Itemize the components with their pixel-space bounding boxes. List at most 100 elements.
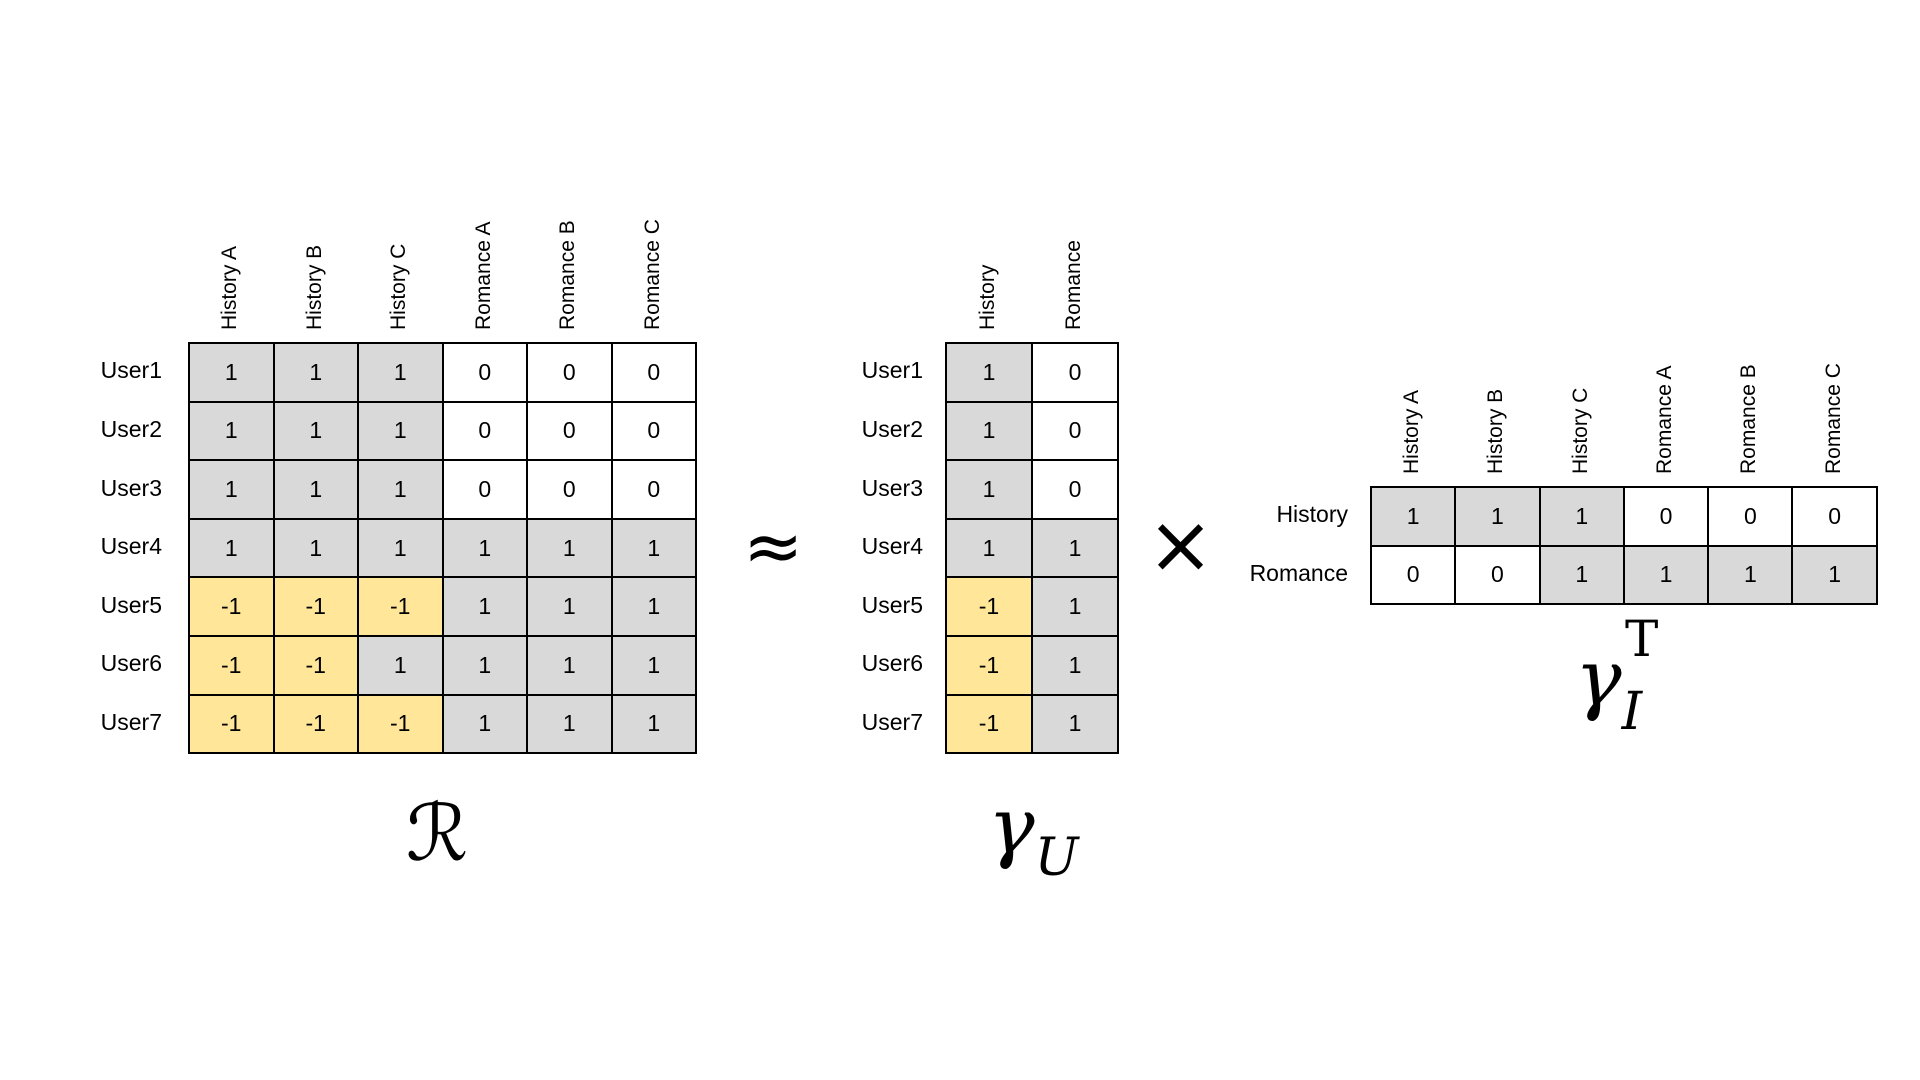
item-factor-cell: 0 <box>1369 544 1457 606</box>
user-factor-row-label: User5 <box>861 591 923 618</box>
item-factor-row-label: History <box>1276 501 1348 528</box>
rating-matrix-row-label: User6 <box>100 650 162 677</box>
item-factor-cell: 0 <box>1454 544 1541 606</box>
user-factor-cell: 1 <box>1031 634 1119 696</box>
times-symbol: × <box>1147 498 1215 591</box>
rating-matrix-cell: 1 <box>441 517 528 579</box>
item-factor-column-label: Romance C <box>1821 363 1845 474</box>
rating-matrix-cell: 1 <box>188 517 275 579</box>
rating-matrix-cell: 0 <box>610 400 697 462</box>
rating-matrix-cell: -1 <box>357 576 444 637</box>
rating-matrix-cell: 1 <box>188 342 275 403</box>
rating-matrix-column-label: History B <box>302 244 326 330</box>
item-factor-row-label: Romance <box>1249 559 1348 586</box>
rating-matrix-cell: 0 <box>441 459 528 520</box>
rating-matrix-table: 1 1 1 0 0 0 1 1 1 0 0 0 1 1 1 0 0 0 1 1 1 1 1 1 -1 -1 -1 1 1 1 -1 -1 1 1 1… <box>188 342 697 755</box>
item-factor-cell: 1 <box>1369 486 1457 547</box>
rating-matrix-column-label: History A <box>218 245 242 330</box>
rating-matrix-symbol: ℛ <box>406 789 469 879</box>
rating-matrix-cell: 1 <box>610 693 697 755</box>
user-factor-cell: 1 <box>1031 517 1119 579</box>
user-factor-cell: 0 <box>1031 459 1119 520</box>
user-factor-row-label: User3 <box>861 474 923 501</box>
rating-matrix-cell: 1 <box>526 634 613 696</box>
user-factor-cell: -1 <box>945 576 1033 637</box>
rating-matrix-cell: 1 <box>357 634 444 696</box>
rating-matrix-column-label: Romance C <box>640 219 664 330</box>
item-factor-column-label: History C <box>1568 387 1592 474</box>
item-factor-column-label: History B <box>1484 388 1508 474</box>
rating-matrix-cell: 0 <box>610 459 697 520</box>
rating-matrix-row: -1 -1 -1 1 1 1 <box>188 576 697 637</box>
item-factor-cell: 1 <box>1454 486 1541 547</box>
user-factor-symbol: γU <box>988 788 1078 884</box>
user-factor-row: -1 1 <box>945 576 1119 637</box>
rating-matrix-cell: -1 <box>188 693 275 755</box>
item-factor-cell: 1 <box>1538 486 1625 547</box>
user-factor-row-label: User6 <box>861 650 923 677</box>
user-factor-cell: 1 <box>1031 576 1119 637</box>
user-factor-cell: -1 <box>945 693 1033 755</box>
rating-matrix-cell: 0 <box>441 342 528 403</box>
item-factor-cell: 0 <box>1707 486 1794 547</box>
user-factor-row-label: User7 <box>861 708 923 735</box>
rating-matrix-cell: -1 <box>272 693 359 755</box>
user-factor-subscript: U <box>1034 828 1079 888</box>
item-factor-cell: 1 <box>1538 544 1625 606</box>
item-factor-subscript: I <box>1621 682 1643 742</box>
rating-matrix-cell: 1 <box>526 576 613 637</box>
rating-matrix-cell: 1 <box>357 400 444 462</box>
rating-matrix-cell: 1 <box>610 517 697 579</box>
item-factor-cell: 1 <box>1707 544 1794 606</box>
rating-matrix-row-label: User4 <box>100 533 162 560</box>
rating-matrix-row-label: User5 <box>100 591 162 618</box>
rating-matrix-cell: 0 <box>526 459 613 520</box>
rating-matrix-column-label: Romance B <box>556 220 580 330</box>
item-factor-superscript: T <box>1625 610 1659 668</box>
user-factor-gamma: γ <box>988 782 1035 872</box>
rating-matrix-cell: 0 <box>526 342 613 403</box>
user-factor-cell: 1 <box>1031 693 1119 755</box>
item-factor-cell: 1 <box>1791 544 1878 606</box>
user-factor-column-label: Romance <box>1062 240 1085 330</box>
user-factor-row-label: User2 <box>861 415 923 442</box>
user-factor-cell: 1 <box>945 459 1033 520</box>
rating-matrix-cell: 1 <box>610 634 697 696</box>
rating-matrix-cell: 1 <box>272 400 359 462</box>
user-factor-column-label: History <box>976 264 999 330</box>
rating-matrix-cell: 1 <box>357 459 444 520</box>
user-factor-table: 1 0 1 0 1 0 1 1 -1 1 -1 1 -1 1 <box>945 342 1119 755</box>
rating-matrix-cell: -1 <box>357 693 444 755</box>
rating-matrix-column-label: Romance A <box>471 221 495 330</box>
rating-matrix-row: -1 -1 -1 1 1 1 <box>188 693 697 755</box>
item-factor-cell: 0 <box>1791 486 1878 547</box>
rating-matrix-row-label: User1 <box>100 357 162 384</box>
item-factor-cell: 1 <box>1622 544 1710 606</box>
rating-matrix-cell: 1 <box>188 400 275 462</box>
rating-matrix-cell: -1 <box>272 576 359 637</box>
rating-matrix-cell: 1 <box>188 459 275 520</box>
user-factor-cell: -1 <box>945 634 1033 696</box>
user-factor-cell: 1 <box>945 517 1033 579</box>
rating-matrix-cell: -1 <box>272 634 359 696</box>
rating-matrix-cell: 1 <box>272 342 359 403</box>
approx-symbol: ≈ <box>743 504 804 588</box>
item-factor-cell: 0 <box>1622 486 1710 547</box>
user-factor-cell: 0 <box>1031 342 1119 403</box>
rating-matrix-cell: -1 <box>188 576 275 637</box>
rating-matrix-cell: 1 <box>272 459 359 520</box>
rating-matrix-cell: 1 <box>441 693 528 755</box>
user-factor-cell: 1 <box>945 400 1033 462</box>
rating-matrix-cell: 1 <box>526 693 613 755</box>
user-factor-row-label: User1 <box>861 357 923 384</box>
rating-matrix-cell: 0 <box>610 342 697 403</box>
rating-matrix-cell: 1 <box>357 342 444 403</box>
